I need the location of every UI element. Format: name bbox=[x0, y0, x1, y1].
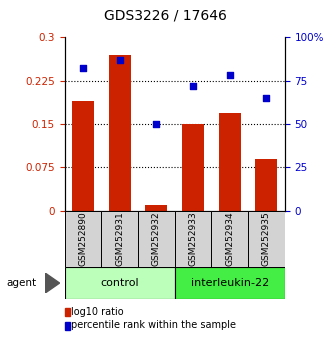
Bar bbox=[218, 114, 241, 211]
Text: GSM252932: GSM252932 bbox=[152, 212, 161, 266]
Bar bbox=[175, 211, 211, 267]
Point bbox=[80, 65, 85, 71]
Text: percentile rank within the sample: percentile rank within the sample bbox=[71, 320, 236, 330]
Point bbox=[117, 57, 122, 63]
Bar bbox=[182, 124, 204, 211]
Text: log10 ratio: log10 ratio bbox=[71, 307, 124, 316]
Bar bbox=[72, 101, 94, 211]
Bar bbox=[248, 211, 285, 267]
Text: GDS3226 / 17646: GDS3226 / 17646 bbox=[104, 9, 227, 23]
Point bbox=[227, 73, 232, 78]
Text: control: control bbox=[100, 278, 139, 288]
Point bbox=[190, 83, 196, 88]
Bar bbox=[138, 211, 175, 267]
Text: GSM252890: GSM252890 bbox=[78, 212, 87, 266]
Text: GSM252931: GSM252931 bbox=[115, 212, 124, 266]
Bar bbox=[211, 211, 248, 267]
Bar bbox=[109, 55, 130, 211]
Point bbox=[154, 121, 159, 127]
Polygon shape bbox=[45, 273, 60, 293]
Bar bbox=[145, 205, 167, 211]
Text: interleukin-22: interleukin-22 bbox=[191, 278, 269, 288]
Text: agent: agent bbox=[7, 278, 37, 288]
Bar bbox=[175, 267, 285, 299]
Text: GSM252934: GSM252934 bbox=[225, 212, 234, 266]
Bar bbox=[255, 159, 277, 211]
Point bbox=[264, 95, 269, 101]
Text: GSM252935: GSM252935 bbox=[262, 212, 271, 266]
Text: GSM252933: GSM252933 bbox=[188, 212, 198, 266]
Bar bbox=[65, 211, 101, 267]
Bar bbox=[101, 211, 138, 267]
Bar bbox=[65, 267, 175, 299]
